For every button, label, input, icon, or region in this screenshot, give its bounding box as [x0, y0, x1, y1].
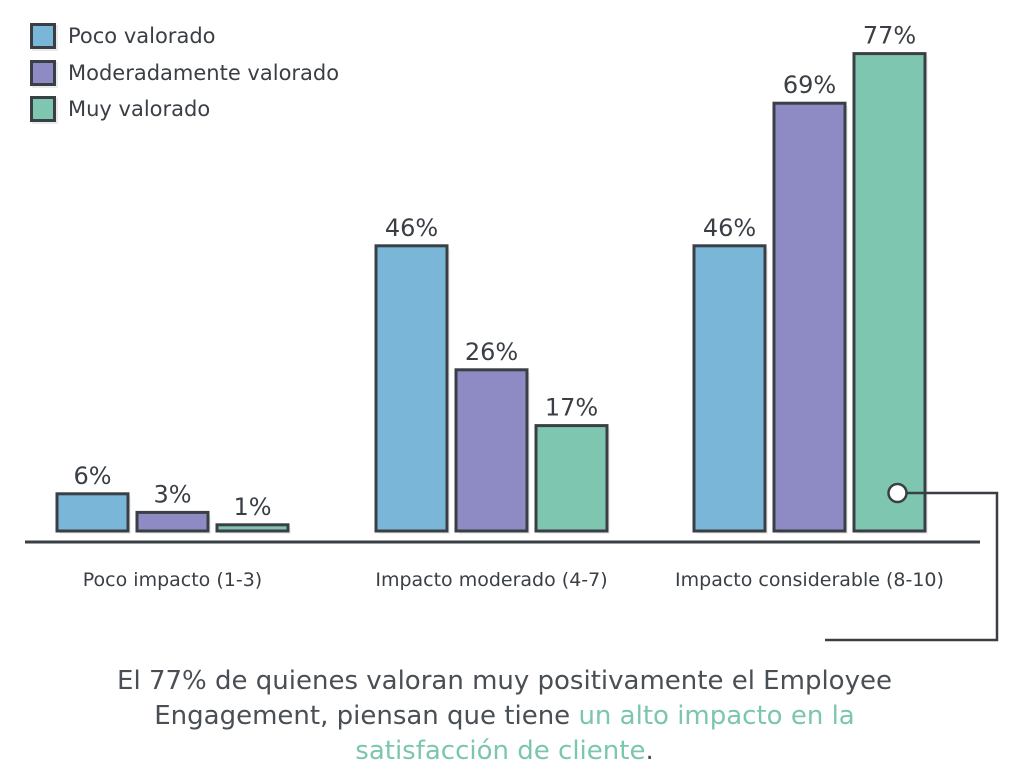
legend-swatch [30, 96, 56, 123]
callout-line [825, 491, 999, 642]
bar-moderadamente-valorado-2 [772, 101, 847, 533]
caption-end: . [645, 736, 654, 766]
bar-chart: 6% 3% 1% Poco impacto (1-3) 46% 26% 17% Impacto… [25, 22, 999, 642]
data-label: 1% [233, 493, 271, 521]
bars-layer [55, 52, 928, 535]
bar-muy-valorado-0 [215, 523, 290, 533]
legend-swatch [30, 23, 56, 50]
chart-caption: El 77% de quienes valoran muy positivame… [0, 664, 1009, 769]
category-label: Poco impacto (1-3) [83, 569, 262, 591]
caption-highlight: un alto impacto en la [578, 701, 855, 731]
callout-connector [825, 482, 999, 642]
legend-item-poco-valorado: Poco valorado [30, 18, 339, 55]
caption-line-1: El 77% de quienes valoran muy positivame… [117, 666, 892, 696]
caption-line-2: Engagement, piensan que tiene [154, 701, 579, 731]
bar-muy-valorado-1 [534, 424, 609, 533]
legend-item-muy-valorado: Muy valorado [30, 91, 339, 128]
data-label: 46% [703, 214, 756, 242]
legend-swatch [30, 59, 56, 86]
data-label: 46% [385, 214, 438, 242]
legend-item-moderadamente-valorado: Moderadamente valorado [30, 55, 339, 92]
data-label: 26% [465, 338, 518, 366]
bar-poco-valorado-2 [692, 244, 767, 533]
data-label: 77% [863, 22, 916, 50]
category-label: Impacto moderado (4-7) [375, 569, 607, 591]
bar-moderadamente-valorado-1 [454, 368, 529, 533]
legend: Poco valorado Moderadamente valorado Muy… [30, 18, 339, 128]
caption-highlight-2: satisfacción de cliente [355, 736, 646, 766]
bar-poco-valorado-0 [55, 492, 130, 533]
data-label: 3% [153, 480, 191, 508]
legend-label: Moderadamente valorado [68, 60, 340, 85]
labels-layer: 6% 3% 1% Poco impacto (1-3) 46% 26% 17% Impacto… [73, 22, 943, 591]
callout-dot [887, 482, 908, 504]
data-label: 17% [545, 394, 598, 422]
legend-label: Muy valorado [68, 97, 211, 122]
data-label: 6% [73, 462, 111, 490]
bar-moderadamente-valorado-0 [135, 510, 210, 533]
data-label: 69% [783, 71, 836, 99]
legend-label: Poco valorado [68, 24, 216, 49]
category-label: Impacto considerable (8-10) [675, 569, 944, 591]
bar-poco-valorado-1 [374, 244, 449, 533]
bar-muy-valorado-2 [852, 52, 927, 533]
